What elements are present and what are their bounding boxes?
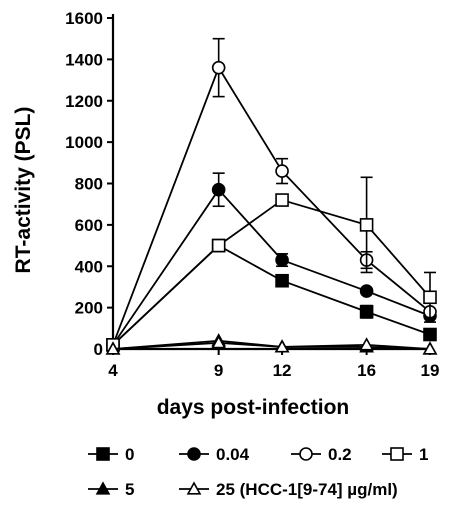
- series-1: [106, 172, 437, 352]
- x-axis-title: days post-infection: [157, 396, 350, 419]
- data-point: [275, 273, 289, 288]
- series-0: [106, 238, 437, 352]
- data-point: [359, 218, 374, 232]
- data-point: [359, 337, 374, 351]
- legend-label: 25 (HCC-1[9-74] µg/ml): [216, 480, 398, 499]
- data-series: [105, 37, 438, 355]
- legend: 0 0.04 0.2 1 5 25 (HCC-1[9-74] µg/ml): [88, 445, 428, 499]
- y-tick-label: 1600: [65, 9, 103, 28]
- data-point: [211, 238, 226, 253]
- data-point: [211, 182, 226, 197]
- y-tick-label: 800: [75, 175, 103, 194]
- data-point: [422, 341, 438, 355]
- legend-marker: [390, 447, 404, 461]
- axes: [111, 14, 430, 351]
- x-tick-label: 4: [108, 361, 118, 380]
- series-line: [112, 65, 431, 346]
- legend-item: 0: [88, 445, 134, 464]
- x-tick-label: 16: [357, 361, 376, 380]
- legend-marker: [96, 447, 110, 461]
- x-tick-label: 12: [273, 361, 292, 380]
- data-point: [105, 341, 121, 355]
- legend-marker: [95, 481, 111, 495]
- y-tick-label: 200: [75, 299, 103, 318]
- data-point: [423, 290, 437, 305]
- data-point: [359, 304, 374, 319]
- y-tick-label: 0: [94, 340, 103, 359]
- series-5: [105, 335, 438, 355]
- legend-marker: [187, 447, 201, 461]
- series-4: [105, 333, 438, 355]
- legend-label: 0.04: [216, 445, 250, 464]
- data-point: [211, 60, 226, 75]
- x-axis-ticks: 4 9 12 16 19: [108, 349, 439, 380]
- data-point: [423, 327, 437, 342]
- data-point: [275, 164, 289, 178]
- series-line: [112, 188, 431, 346]
- y-tick-label: 400: [75, 257, 103, 276]
- legend-item: 0.2: [291, 445, 352, 464]
- data-point: [359, 284, 374, 298]
- y-tick-label: 1400: [65, 50, 103, 69]
- y-tick-label: 1000: [65, 133, 103, 152]
- data-point: [211, 335, 227, 349]
- series-3: [106, 176, 437, 352]
- legend-label: 0.2: [328, 445, 352, 464]
- legend-item: 5: [88, 480, 134, 499]
- y-tick-label: 1200: [65, 92, 103, 111]
- legend-item: 25 (HCC-1[9-74] µg/ml): [179, 480, 398, 499]
- legend-label: 5: [125, 480, 134, 499]
- legend-item: 0.04: [179, 445, 250, 464]
- x-tick-label: 19: [421, 361, 440, 380]
- data-point: [275, 193, 289, 207]
- legend-label: 0: [125, 445, 134, 464]
- series-line: [112, 244, 431, 346]
- data-point: [275, 253, 289, 267]
- data-point: [274, 339, 290, 353]
- series-line: [112, 339, 431, 350]
- legend-marker: [299, 447, 313, 461]
- y-axis-ticks: 0 200 400 600 800 1000 1200 1400 1600: [65, 9, 113, 359]
- x-tick-label: 9: [214, 361, 223, 380]
- legend-marker: [186, 481, 202, 495]
- legend-item: 1: [382, 445, 428, 464]
- legend-label: 1: [419, 445, 428, 464]
- y-tick-label: 600: [75, 216, 103, 235]
- y-axis-title: RT-activity (PSL): [12, 107, 35, 274]
